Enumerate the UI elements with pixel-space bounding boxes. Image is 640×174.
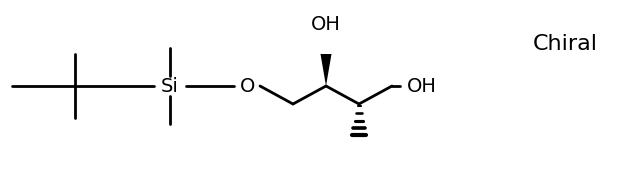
Text: Si: Si: [161, 77, 179, 96]
Text: OH: OH: [407, 77, 437, 96]
Text: Chiral: Chiral: [532, 34, 598, 54]
Polygon shape: [321, 54, 332, 86]
Text: O: O: [240, 77, 256, 96]
Text: OH: OH: [311, 15, 341, 34]
